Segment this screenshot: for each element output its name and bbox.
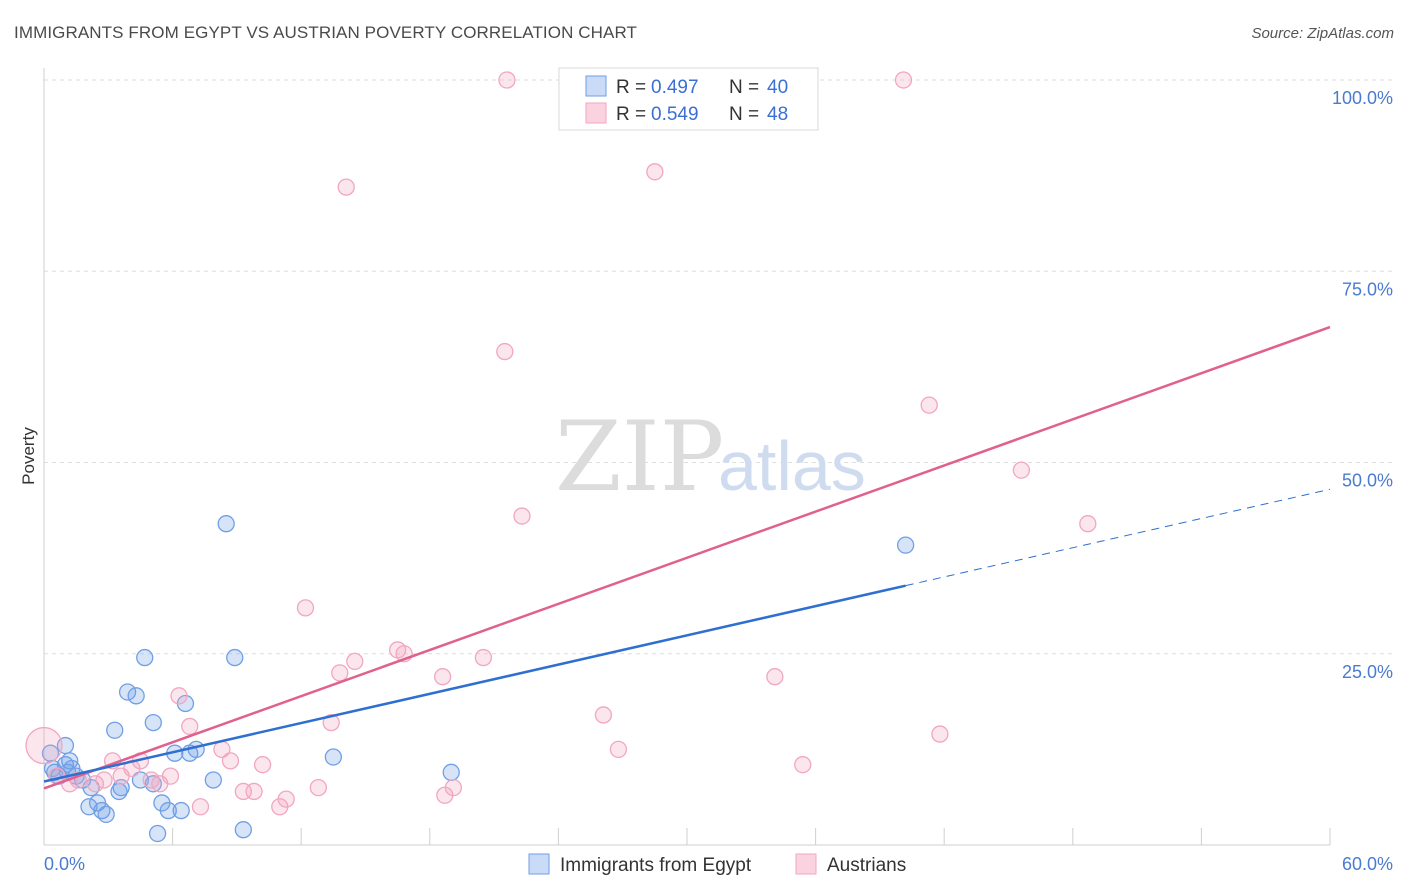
trend-line-egypt-extension: [905, 488, 1331, 587]
data-point-austrians: [346, 652, 364, 671]
data-point-austrians: [609, 740, 628, 759]
data-point-austrians: [161, 767, 180, 785]
data-point-austrians: [444, 778, 463, 797]
data-point-austrians: [191, 798, 210, 816]
data-point-austrians: [221, 752, 240, 770]
data-point-egypt: [217, 515, 235, 533]
data-point-egypt: [118, 683, 137, 701]
series-egypt-points: [41, 515, 915, 843]
trend-line-egypt: [43, 584, 906, 783]
data-point-egypt: [97, 805, 115, 824]
data-point-egypt: [204, 771, 222, 789]
data-point-austrians: [322, 713, 340, 732]
x-tick-max: 60.0%: [1342, 854, 1393, 874]
data-point-austrians: [931, 725, 949, 743]
legend-r-label-2: R =: [616, 104, 646, 125]
data-point-austrians: [474, 648, 493, 667]
y-tick-labels: 25.0% 50.0% 75.0% 100.0%: [1332, 88, 1393, 682]
data-point-austrians: [498, 71, 516, 89]
data-point-austrians: [331, 664, 349, 682]
data-point-austrians: [25, 726, 63, 765]
data-point-egypt: [80, 798, 98, 816]
data-point-austrians: [513, 507, 531, 525]
data-point-egypt: [148, 824, 167, 843]
data-point-egypt: [127, 687, 145, 705]
data-point-austrians: [142, 771, 160, 789]
legend-swatch-pink: [585, 102, 607, 124]
y-tick-label: 75.0%: [1342, 279, 1393, 299]
legend-r-value-2: 0.549: [651, 104, 699, 125]
watermark: ZIP atlas: [555, 401, 866, 513]
data-point-austrians: [337, 178, 355, 196]
legend-n-value-1: 40: [767, 77, 788, 98]
legend-r-label-1: R =: [616, 77, 646, 98]
legend-r-value-1: 0.497: [651, 77, 699, 98]
data-point-austrians: [434, 668, 452, 686]
data-point-egypt: [172, 801, 190, 820]
data-point-egypt: [234, 821, 252, 839]
data-point-austrians: [920, 396, 938, 414]
trend-lines: [43, 325, 1331, 790]
data-point-egypt: [144, 713, 162, 732]
chart-title: IMMIGRANTS FROM EGYPT VS AUSTRIAN POVERT…: [14, 23, 638, 42]
data-point-austrians: [1012, 461, 1031, 479]
legend-n-value-2: 48: [767, 104, 788, 125]
bottom-legend-austrians: Austrians: [827, 855, 906, 876]
data-point-austrians: [86, 775, 105, 793]
data-point-austrians: [894, 71, 913, 89]
y-axis-label: Poverty: [19, 427, 38, 485]
data-point-austrians: [170, 687, 188, 705]
grid-lines: [44, 79, 1392, 655]
axes: [43, 68, 1331, 846]
legend-n-label-1: N =: [729, 77, 759, 98]
data-point-egypt: [106, 721, 124, 739]
data-point-austrians: [309, 778, 327, 797]
series-austrians-points: [25, 71, 1097, 816]
data-point-austrians: [245, 782, 263, 801]
data-point-austrians: [296, 599, 315, 617]
y-tick-label: 50.0%: [1342, 471, 1393, 491]
y-tick-label: 25.0%: [1342, 662, 1393, 682]
data-point-austrians: [95, 771, 113, 789]
legend-n-label-2: N =: [729, 104, 759, 125]
data-point-egypt: [159, 801, 177, 820]
y-tick-label: 100.0%: [1332, 88, 1393, 108]
data-point-austrians: [1079, 515, 1097, 533]
bottom-legend-egypt: Immigrants from Egypt: [560, 855, 752, 876]
bottom-legend-swatch-egypt: [528, 853, 550, 875]
data-point-egypt: [226, 648, 244, 667]
data-point-austrians: [496, 342, 514, 361]
data-point-austrians: [766, 668, 784, 686]
data-point-austrians: [277, 790, 295, 808]
data-point-austrians: [646, 163, 664, 181]
x-tick-min: 0.0%: [44, 854, 85, 874]
source-label: Source: ZipAtlas.com: [1251, 25, 1394, 42]
data-point-austrians: [181, 717, 199, 736]
watermark-zip: ZIP: [555, 401, 724, 513]
bottom-legend: Immigrants from Egypt Austrians: [528, 853, 906, 876]
data-point-austrians: [794, 756, 812, 774]
data-point-austrians: [594, 706, 613, 724]
data-point-egypt: [896, 536, 915, 554]
watermark-atlas: atlas: [718, 427, 866, 505]
legend-swatch-blue: [585, 75, 607, 97]
data-point-egypt: [136, 648, 154, 667]
data-point-austrians: [253, 756, 272, 774]
data-point-egypt: [442, 763, 460, 781]
trend-line-austrians: [43, 325, 1331, 790]
data-point-egypt: [324, 748, 343, 766]
legend: R = 0.497 N = 40 R = 0.549 N = 48: [558, 67, 819, 131]
bottom-legend-swatch-austrians: [795, 853, 817, 875]
